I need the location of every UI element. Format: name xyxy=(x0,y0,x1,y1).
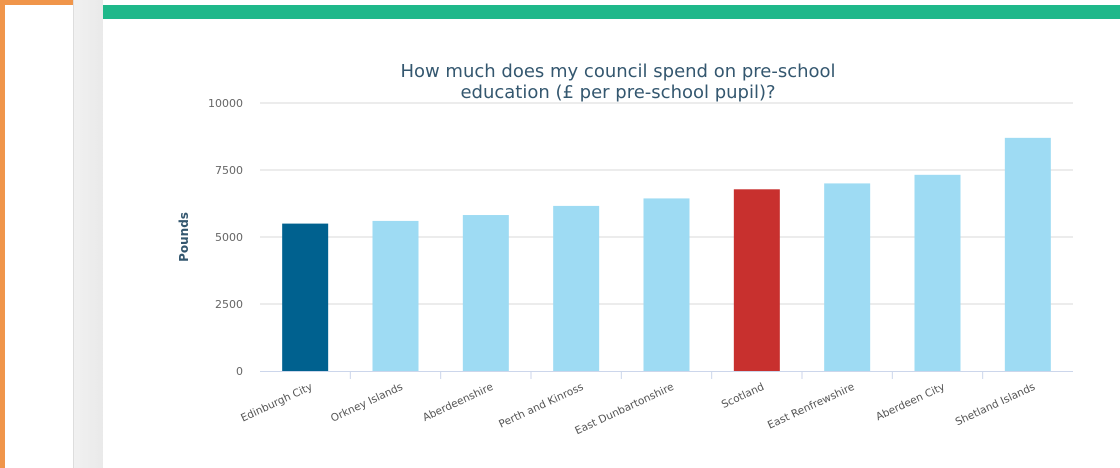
x-axis xyxy=(260,371,1073,379)
bar xyxy=(462,215,509,371)
chart-title-line-1: How much does my council spend on pre-sc… xyxy=(400,61,835,82)
y-tick-label: 0 xyxy=(236,365,243,378)
x-tick-label: Orkney Islands xyxy=(329,381,405,425)
x-tick-label: Scotland xyxy=(720,381,766,411)
x-tick-label: Edinburgh City xyxy=(239,381,314,425)
y-tick-label: 2500 xyxy=(215,298,243,311)
chart-title-line-2: education (£ per pre-school pupil)? xyxy=(460,82,775,103)
x-tick-label: Aberdeen City xyxy=(874,381,947,423)
bars xyxy=(282,137,1051,371)
x-tick-label: Shetland Islands xyxy=(954,381,1038,428)
x-tick-labels: Edinburgh City Orkney Islands Aberdeenshir… xyxy=(239,381,1037,437)
header-bar xyxy=(103,5,1120,19)
x-tick-label: East Renfrewshire xyxy=(766,381,857,432)
bar xyxy=(643,198,690,371)
x-tick-label: Aberdeenshire xyxy=(421,381,495,424)
y-tick-label: 5000 xyxy=(215,231,243,244)
x-tick-label: Perth and Kinross xyxy=(497,381,585,431)
y-tick-label: 10000 xyxy=(208,97,243,110)
bar xyxy=(372,220,419,371)
left-gutter xyxy=(73,0,104,468)
bar xyxy=(282,223,329,371)
bar xyxy=(553,205,600,371)
bar xyxy=(914,174,961,371)
y-tick-label: 7500 xyxy=(215,164,243,177)
y-axis-label: Pounds xyxy=(177,212,191,262)
bar xyxy=(824,183,871,371)
x-tick-label: East Dunbartonshire xyxy=(573,381,676,437)
bar xyxy=(733,189,780,371)
y-tick-labels: 0 2500 5000 7500 10000 xyxy=(208,97,243,378)
bar xyxy=(1004,137,1051,371)
